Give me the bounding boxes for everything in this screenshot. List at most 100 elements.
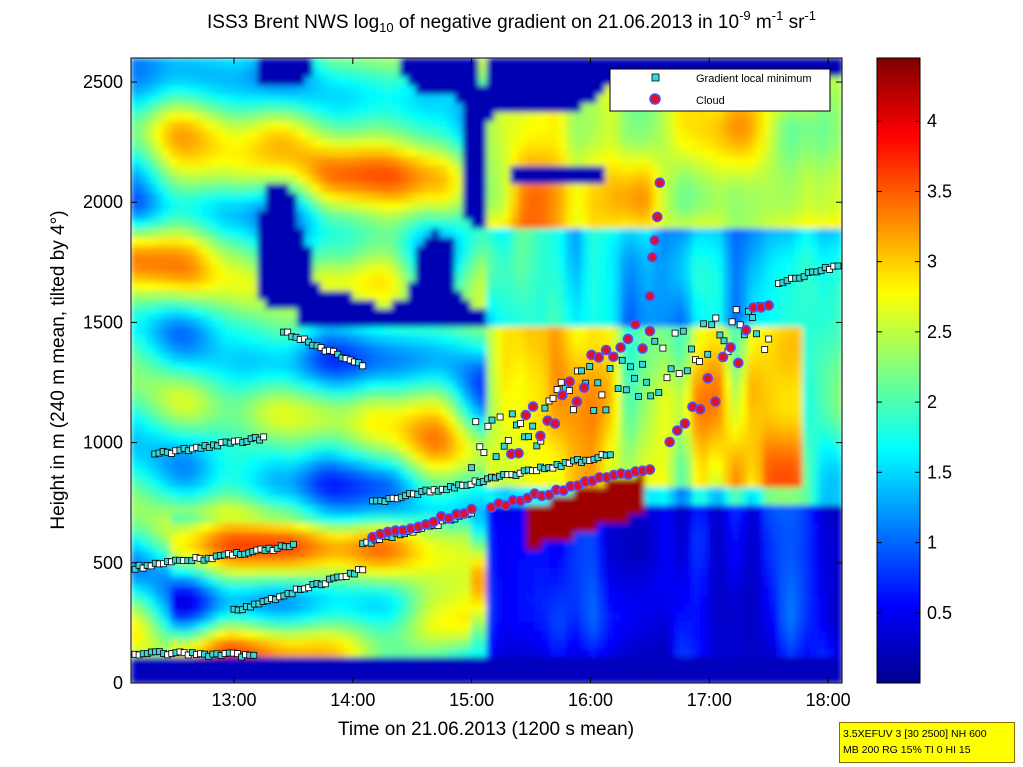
heatmap-cell <box>620 183 630 193</box>
heatmap-cell <box>486 584 496 595</box>
heatmap-cell <box>684 370 693 381</box>
heatmap-cell <box>360 531 369 541</box>
heatmap-cell <box>375 540 385 550</box>
heatmap-cell <box>344 522 353 533</box>
heatmap-cell <box>194 245 203 256</box>
heatmap-cell <box>636 477 646 488</box>
heatmap-cell <box>296 674 306 683</box>
heatmap-cell <box>344 397 353 408</box>
heatmap-cell <box>202 75 211 86</box>
heatmap-cell <box>352 397 361 408</box>
heatmap-cell <box>423 66 432 77</box>
heatmap-cell <box>589 254 598 265</box>
heatmap-cell <box>296 129 306 140</box>
heatmap-cell <box>304 129 314 140</box>
heatmap-cell <box>273 165 282 175</box>
heatmap-cell <box>383 415 393 425</box>
heatmap-cell <box>225 156 235 166</box>
heatmap-cell <box>676 638 685 649</box>
heatmap-cell <box>162 459 172 470</box>
heatmap-cell <box>470 361 480 372</box>
heatmap-cell <box>146 236 156 247</box>
heatmap-cell <box>573 656 583 666</box>
heatmap-cell <box>478 459 488 470</box>
heatmap-cell <box>486 459 496 470</box>
heatmap-cell <box>597 236 606 247</box>
heatmap-cell <box>518 477 527 488</box>
heatmap-cell <box>399 602 409 613</box>
heatmap-cell <box>549 111 559 122</box>
heatmap-cell <box>210 236 219 247</box>
heatmap-cell <box>652 593 662 604</box>
heatmap-cell <box>131 459 140 470</box>
heatmap-cell <box>281 334 290 345</box>
heatmap-cell <box>407 477 417 488</box>
heatmap-cell <box>502 602 511 613</box>
heatmap-cell <box>368 477 377 488</box>
heatmap-cell <box>328 352 338 363</box>
heatmap-cell <box>202 290 211 300</box>
heatmap-cell <box>454 415 464 425</box>
heatmap-cell <box>375 236 385 247</box>
heatmap-cell <box>541 566 551 577</box>
heatmap-cell <box>249 656 259 666</box>
heatmap-cell <box>186 209 195 220</box>
heatmap-cell <box>644 165 654 175</box>
heatmap-cell <box>581 200 590 211</box>
heatmap-cell <box>170 272 180 283</box>
heatmap-cell <box>273 254 282 265</box>
heatmap-cell <box>691 629 701 640</box>
heatmap-cell <box>660 477 669 488</box>
heatmap-cell <box>241 620 251 631</box>
heatmap-cell <box>360 468 369 479</box>
heatmap-cell <box>478 647 488 658</box>
heatmap-cell <box>186 424 195 434</box>
heatmap-cell <box>526 183 535 193</box>
heatmap-cell <box>628 120 638 131</box>
heatmap-cell <box>589 102 598 113</box>
heatmap-cell <box>217 227 227 238</box>
heatmap-cell <box>684 593 693 604</box>
heatmap-cell <box>652 308 662 318</box>
heatmap-cell <box>304 477 314 488</box>
heatmap-cell <box>225 575 235 586</box>
heatmap-cell <box>304 558 314 568</box>
heatmap-cell <box>296 361 306 372</box>
heatmap-cell <box>431 397 440 408</box>
heatmap-cell <box>312 316 322 327</box>
heatmap-cell <box>636 120 646 131</box>
heatmap-cell <box>510 147 519 158</box>
heatmap-cell <box>423 584 432 595</box>
heatmap-cell <box>399 450 409 461</box>
heatmap-cell <box>510 584 519 595</box>
heatmap-cell <box>533 156 543 166</box>
heatmap-cell <box>644 299 654 309</box>
heatmap-cell <box>439 218 448 229</box>
heatmap-cell <box>684 174 693 184</box>
heatmap-cell <box>273 272 282 283</box>
heatmap-cell <box>257 504 267 515</box>
heatmap-cell <box>296 281 306 291</box>
heatmap-cell <box>170 111 180 122</box>
heatmap-cell <box>170 477 180 488</box>
heatmap-cell <box>257 388 267 399</box>
heatmap-cell <box>225 397 235 408</box>
heatmap-cell <box>360 316 369 327</box>
heatmap-cell <box>289 674 298 683</box>
heatmap-cell <box>265 58 274 68</box>
heatmap-cell <box>336 183 346 193</box>
heatmap-cell <box>178 468 188 479</box>
heatmap-cell <box>494 120 504 131</box>
heatmap-cell <box>154 370 164 381</box>
heatmap-cell <box>407 352 417 363</box>
heatmap-cell <box>462 513 472 524</box>
heatmap-cell <box>676 129 685 140</box>
heatmap-cell <box>304 200 314 211</box>
heatmap-cell <box>628 558 638 568</box>
heatmap-cell <box>336 674 346 683</box>
heatmap-cell <box>289 102 298 113</box>
heatmap-cell <box>526 75 535 86</box>
heatmap-cell <box>368 450 377 461</box>
heatmap-cell <box>431 352 440 363</box>
heatmap-cell <box>225 602 235 613</box>
